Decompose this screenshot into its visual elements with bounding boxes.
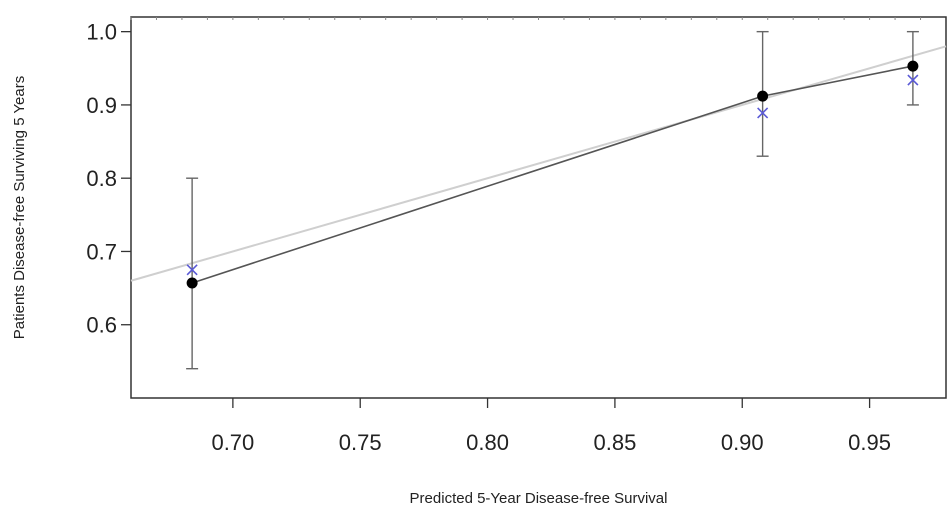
observed-point <box>757 90 769 102</box>
y-axis-title: Patients Disease-free Surviving 5 Years <box>11 76 28 339</box>
x-tick-label: 0.75 <box>339 430 382 455</box>
observed-point <box>186 277 198 289</box>
marker-stroke <box>757 107 769 119</box>
x-tick-label: 0.90 <box>721 430 764 455</box>
y-tick-label: 1.0 <box>86 20 117 45</box>
observed-series-line <box>191 65 914 284</box>
x-axis-title: Predicted 5-Year Disease-free Survival <box>410 490 668 507</box>
y-tick-label: 0.9 <box>86 93 117 118</box>
bias-corrected-marker <box>907 74 919 86</box>
x-tick-label: 0.80 <box>466 430 509 455</box>
x-tick-label: 0.70 <box>211 430 254 455</box>
x-tick-label: 0.95 <box>848 430 891 455</box>
bias-corrected-marker <box>186 264 198 276</box>
error-bar <box>186 177 199 370</box>
y-tick-label: 0.6 <box>86 313 117 338</box>
marker-stroke <box>907 74 919 86</box>
y-tick-label: 0.7 <box>86 239 117 264</box>
observed-point <box>907 60 919 72</box>
series-layer <box>186 30 919 370</box>
bias-corrected-marker <box>757 107 769 119</box>
axis-layer: 0.70 0.75 0.80 0.85 0.90 0.95 0.6 0.7 0.8 0.9 1.0 <box>86 20 891 455</box>
plot-border <box>130 16 947 399</box>
plot-frame <box>130 16 947 399</box>
ideal-line-layer <box>130 45 947 282</box>
x-tick-label: 0.85 <box>593 430 636 455</box>
y-tick-label: 0.8 <box>86 166 117 191</box>
marker-stroke <box>186 264 198 276</box>
ideal-reference-line <box>130 45 947 282</box>
